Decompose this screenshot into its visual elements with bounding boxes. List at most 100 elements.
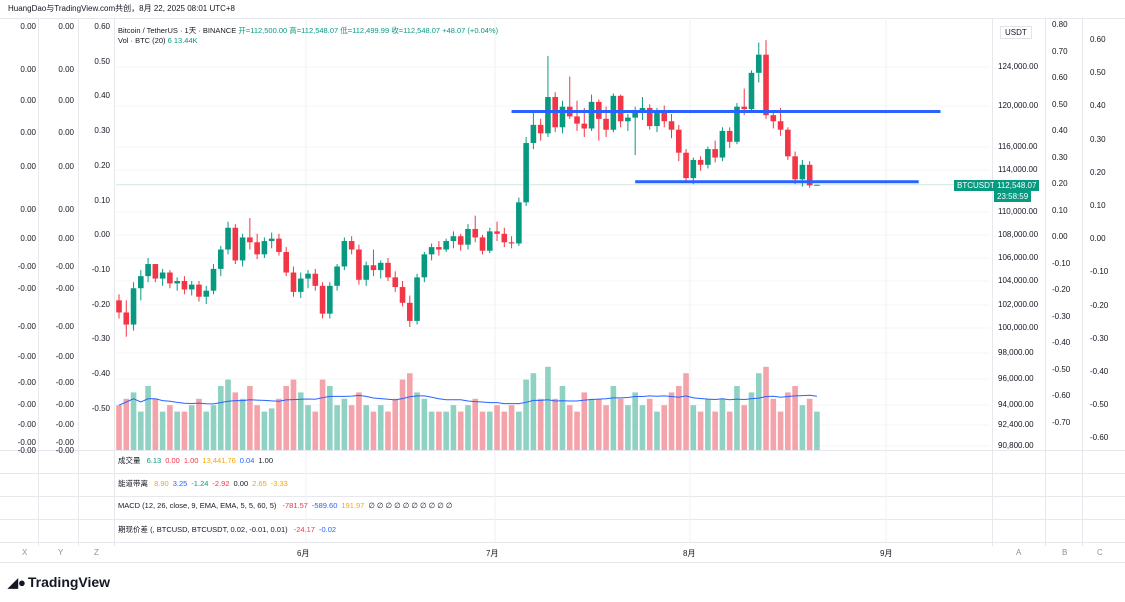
volume-bar (145, 386, 151, 450)
candle-body (734, 106, 740, 142)
scale-tick-label: 0.40 (94, 91, 110, 101)
candle-body (792, 156, 798, 180)
candle-body (436, 247, 442, 250)
price-tick-label: 98,000.00 (998, 348, 1034, 357)
candle-body (661, 111, 668, 122)
volume-label[interactable]: Vol · BTC (20) (118, 36, 166, 45)
volume-bar (617, 398, 624, 450)
scale-tick-label: 0.00 (20, 22, 36, 31)
osc-tick-label: 0.50 (1090, 68, 1106, 78)
volume-bar (385, 411, 391, 450)
volume-bar (661, 405, 668, 450)
osc-tick-label: 0.80 (1052, 20, 1068, 29)
candle-body (174, 280, 180, 284)
indicator-name: 能道带离 (118, 479, 151, 488)
scale-tick-label: -0.00 (17, 446, 36, 455)
candle-body (508, 242, 515, 244)
candle-body (232, 227, 239, 261)
candle-body (283, 251, 290, 273)
volume-bar (414, 392, 420, 450)
tradingview-brand[interactable]: ◢● TradingView (8, 574, 110, 591)
scale-tick-label: -0.00 (55, 322, 74, 331)
osc-tick-label: 0.10 (1090, 201, 1106, 210)
volume-bar (334, 405, 340, 450)
symbol-title[interactable]: Bitcoin / TetherUS · 1天 · BINANCE (118, 26, 237, 35)
volume-bar (726, 411, 733, 450)
price-tick-label: 104,000.00 (998, 276, 1039, 285)
candle-body (428, 247, 435, 255)
close-value: 收=112,548.07 (391, 26, 441, 35)
osc-tick-label: 0.50 (1052, 99, 1068, 109)
volume-bar (523, 379, 529, 450)
indicator-value: 6.13 (146, 456, 162, 465)
month-label: 9月 (880, 549, 893, 558)
volume-bar (239, 398, 246, 450)
volume-bar (697, 411, 704, 450)
axis-corner-a[interactable]: A (1016, 548, 1022, 557)
volume-bar (588, 398, 595, 450)
candle-body (501, 233, 508, 243)
open-value: 开=112,500.00 (238, 26, 288, 35)
scale-tick-label: 0.10 (94, 195, 110, 205)
indicator-value: -781.57 (282, 501, 308, 510)
osc-tick-label: -0.70 (1052, 417, 1071, 427)
volume-bar (785, 392, 791, 450)
column-separator (992, 18, 993, 546)
axis-corner-y[interactable]: Y (58, 548, 64, 557)
price-tick-label: 102,000.00 (998, 300, 1039, 309)
volume-bar (574, 411, 580, 450)
pane-separator (0, 450, 1125, 451)
volume-bar (312, 411, 319, 450)
volume-bar (152, 398, 159, 450)
volume-bar (632, 392, 638, 450)
axis-corner-c[interactable]: C (1097, 548, 1103, 557)
month-label: 7月 (486, 549, 499, 558)
osc-tick-label: 0.60 (1090, 35, 1106, 44)
volume-bar (399, 379, 406, 450)
osc-tick-label: -0.30 (1052, 311, 1071, 321)
candle-body (799, 164, 806, 180)
indicator-row[interactable]: 成交量 6.13 0.00 1.00 13,441.76 0.04 1.00 (118, 455, 273, 466)
candle-body (705, 149, 711, 165)
axis-corner-b[interactable]: B (1062, 548, 1068, 557)
candle-body (625, 117, 631, 122)
osc-tick-label: -0.20 (1090, 300, 1109, 310)
candle-body (755, 54, 762, 73)
indicator-row[interactable]: 期现价差 (, BTCUSD, BTCUSDT, 0.02, -0.01, 0.… (118, 524, 336, 535)
volume-bar (559, 386, 566, 450)
axis-corner-z[interactable]: Z (94, 548, 99, 557)
axis-corner-x[interactable]: X (22, 548, 28, 557)
candle-body (523, 143, 529, 203)
volume-bar (203, 411, 210, 450)
volume-bar (123, 398, 130, 450)
tradingview-logo-icon: ◢● (8, 575, 26, 590)
osc-tick-label: -0.50 (1052, 364, 1071, 374)
volume-bar (305, 405, 311, 450)
candle-body (188, 284, 195, 290)
candle-body (341, 241, 348, 267)
price-tick-label: 124,000.00 (998, 62, 1039, 71)
scale-tick-label: 0.50 (94, 56, 110, 66)
candle-body (770, 115, 777, 122)
currency-label[interactable]: USDT (1000, 26, 1032, 39)
volume-bar (232, 392, 239, 450)
price-tick-label: 90,800.00 (998, 441, 1034, 450)
indicator-row[interactable]: 能道带离 8.90 3.25 -1.24 -2.92 0.00 2.65 -3.33 (118, 478, 288, 489)
scale-tick-label: -0.00 (17, 378, 36, 387)
candle-body (763, 54, 769, 116)
indicator-row[interactable]: MACD (12, 26, close, 9, EMA, EMA, 5, 5, … (118, 501, 452, 510)
scale-tick-label: 0.20 (94, 160, 110, 170)
candle-body (392, 277, 399, 288)
volume-bar (683, 373, 689, 450)
volume-bar (675, 386, 682, 450)
volume-bar (508, 405, 515, 450)
volume-bar (174, 411, 180, 450)
column-separator (78, 18, 79, 546)
volume-bar (436, 411, 442, 450)
osc-tick-label: -0.10 (1090, 267, 1109, 277)
osc-tick-label: -0.10 (1052, 258, 1071, 268)
candle-body (748, 72, 755, 110)
price-tick-label: 106,000.00 (998, 253, 1039, 262)
candle-body (305, 273, 311, 279)
